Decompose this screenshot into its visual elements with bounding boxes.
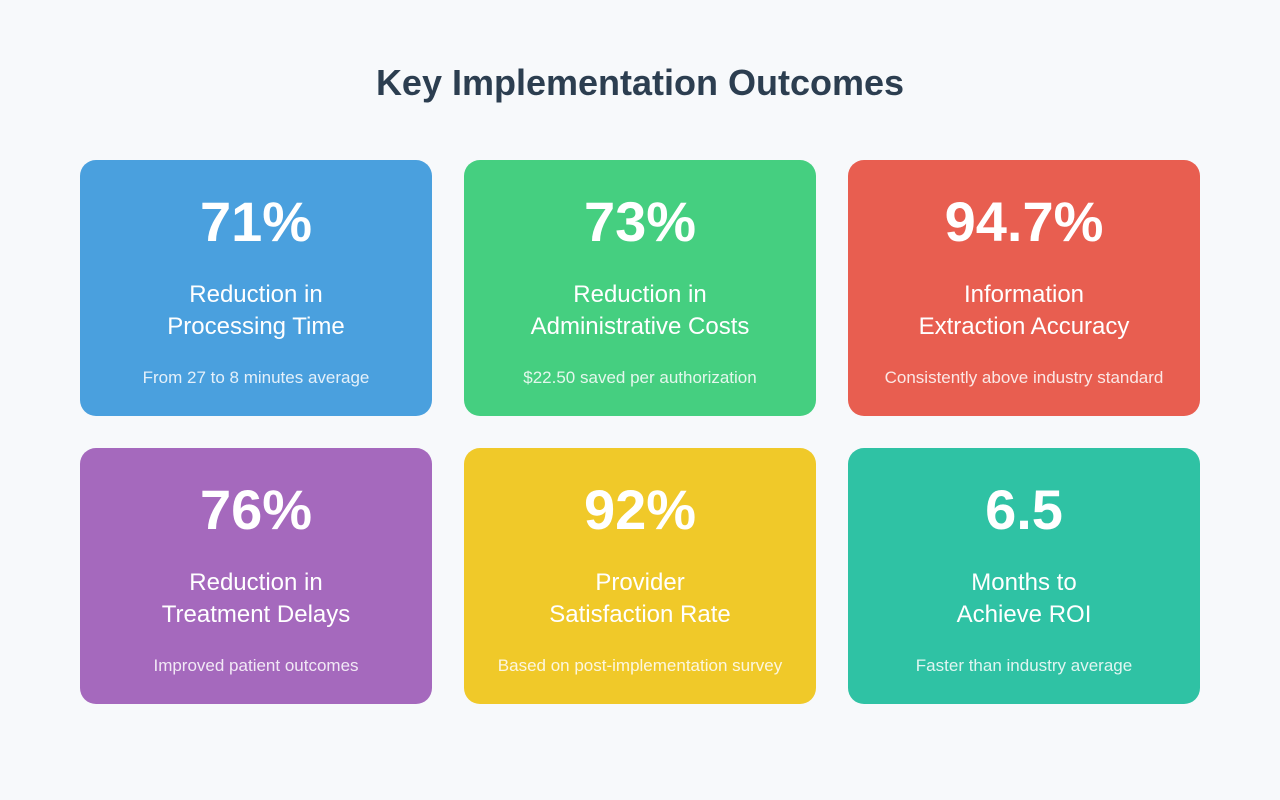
outcome-note: From 27 to 8 minutes average — [142, 368, 370, 387]
outcome-label-line1: Months to — [971, 569, 1077, 596]
outcomes-grid: 71% Reduction in Processing Time From 27… — [80, 160, 1200, 704]
outcome-note: Faster than industry average — [915, 656, 1133, 675]
outcome-card-roi-months: 6.5 Months to Achieve ROI Faster than in… — [848, 448, 1200, 704]
outcome-label-line2: Achieve ROI — [956, 601, 1092, 628]
outcome-label-line1: Reduction in — [189, 281, 323, 308]
outcome-value: 6.5 — [985, 478, 1063, 541]
outcome-card-processing-time: 71% Reduction in Processing Time From 27… — [80, 160, 432, 416]
outcome-label-line2: Extraction Accuracy — [918, 313, 1130, 340]
outcome-note: Consistently above industry standard — [884, 368, 1164, 387]
outcome-label: Provider Satisfaction Rate — [464, 567, 816, 631]
page-title: Key Implementation Outcomes — [375, 62, 905, 103]
outcome-card-provider-satisfaction: 92% Provider Satisfaction Rate Based on … — [464, 448, 816, 704]
outcome-label-line1: Reduction in — [573, 281, 707, 308]
outcome-note: Improved patient outcomes — [153, 656, 359, 675]
outcome-label: Reduction in Administrative Costs — [464, 279, 816, 343]
outcome-value: 92% — [583, 478, 697, 541]
outcome-label-line2: Administrative Costs — [530, 313, 750, 340]
outcome-note: $22.50 saved per authorization — [523, 368, 757, 387]
outcome-label: Information Extraction Accuracy — [848, 279, 1200, 343]
outcome-label: Reduction in Processing Time — [80, 279, 432, 343]
outcome-label-line2: Processing Time — [167, 313, 345, 340]
outcome-card-administrative-costs: 73% Reduction in Administrative Costs $2… — [464, 160, 816, 416]
outcome-value: 94.7% — [944, 190, 1104, 253]
outcome-value: 71% — [199, 190, 313, 253]
outcome-label-line2: Treatment Delays — [161, 601, 351, 628]
outcome-value: 76% — [199, 478, 313, 541]
outcome-label-line1: Provider — [595, 569, 685, 596]
outcome-label-line1: Information — [963, 281, 1085, 308]
outcome-note: Based on post-implementation survey — [497, 656, 783, 675]
outcome-label: Reduction in Treatment Delays — [80, 567, 432, 631]
outcome-value: 73% — [583, 190, 697, 253]
outcome-label: Months to Achieve ROI — [848, 567, 1200, 631]
outcome-card-extraction-accuracy: 94.7% Information Extraction Accuracy Co… — [848, 160, 1200, 416]
outcome-label-line1: Reduction in — [189, 569, 323, 596]
outcome-label-line2: Satisfaction Rate — [549, 601, 731, 628]
outcome-card-treatment-delays: 76% Reduction in Treatment Delays Improv… — [80, 448, 432, 704]
